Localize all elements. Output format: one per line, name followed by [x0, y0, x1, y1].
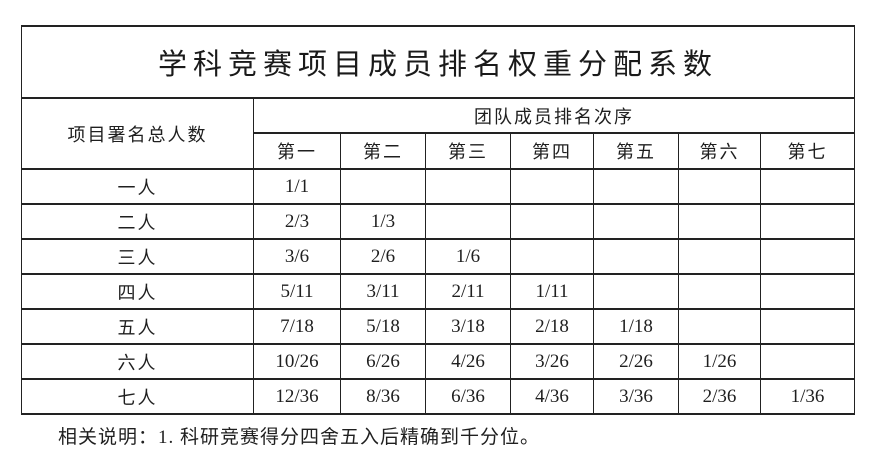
weight-cell [593, 168, 679, 205]
weight-cell: 3/11 [340, 273, 426, 310]
table-row: 七人 12/36 8/36 6/36 4/36 3/36 2/36 1/36 [21, 378, 856, 415]
weight-cell: 3/26 [510, 343, 594, 380]
weight-cell: 3/6 [253, 238, 341, 275]
weight-cell [593, 238, 679, 275]
table-title-row: 学科竞赛项目成员排名权重分配系数 [20, 25, 856, 99]
weight-cell: 2/11 [425, 273, 511, 310]
table-row: 五人 7/18 5/18 3/18 2/18 1/18 [21, 308, 856, 345]
row-label: 七人 [21, 378, 254, 415]
row-label: 五人 [21, 308, 254, 345]
weight-cell [593, 203, 679, 240]
table-row: 四人 5/11 3/11 2/11 1/11 [21, 273, 856, 310]
row-label: 四人 [21, 273, 254, 310]
weight-cell: 1/6 [425, 238, 511, 275]
weight-cell [759, 308, 856, 345]
header-group-row: 项目署名总人数 团队成员排名次序 [21, 97, 856, 170]
weight-cell: 2/6 [340, 238, 426, 275]
weight-cell [510, 203, 594, 240]
weight-cell: 1/11 [510, 273, 594, 310]
weight-cell: 5/18 [340, 308, 426, 345]
weight-cell: 5/11 [253, 273, 341, 310]
weight-cell [340, 168, 426, 205]
weight-cell [759, 273, 856, 310]
row-label: 六人 [21, 343, 254, 380]
weight-cell: 1/36 [759, 378, 856, 415]
weight-cell: 2/36 [678, 378, 761, 415]
rank-header-5: 第五 [593, 132, 679, 170]
weight-cell: 2/18 [510, 308, 594, 345]
weight-cell [759, 203, 856, 240]
weight-cell: 1/26 [678, 343, 761, 380]
weight-cell [510, 168, 594, 205]
weight-cell: 1/3 [340, 203, 426, 240]
weight-cell: 12/36 [253, 378, 341, 415]
weight-cell: 8/36 [340, 378, 426, 415]
weight-cell: 3/18 [425, 308, 511, 345]
footnote: 相关说明：1. 科研竞赛得分四舍五入后精确到千分位。 [58, 427, 541, 448]
header-rank-row: 第一 第二 第三 第四 第五 第六 第七 [22, 132, 856, 170]
weight-cell: 7/18 [253, 308, 341, 345]
weight-cell: 6/26 [340, 343, 426, 380]
weight-cell [593, 273, 679, 310]
rank-header-3: 第三 [425, 132, 511, 170]
weight-cell [425, 168, 511, 205]
weight-cell [678, 168, 761, 205]
weight-cell [510, 238, 594, 275]
column-header-total-members: 项目署名总人数 [21, 97, 254, 170]
rank-header-7: 第七 [759, 132, 856, 170]
table-row: 六人 10/26 6/26 4/26 3/26 2/26 1/26 [21, 343, 856, 380]
row-label: 二人 [21, 203, 254, 240]
weight-cell: 1/1 [253, 168, 341, 205]
weight-cell [678, 273, 761, 310]
rank-header-2: 第二 [340, 132, 426, 170]
rank-header-6: 第六 [678, 132, 761, 170]
weight-cell: 2/26 [593, 343, 679, 380]
table-row: 一人 1/1 [21, 168, 856, 205]
rank-header-4: 第四 [510, 132, 594, 170]
rank-header-1: 第一 [253, 132, 341, 170]
row-label: 一人 [21, 168, 254, 205]
weight-cell [759, 343, 856, 380]
weight-cell [759, 168, 856, 205]
table-row: 二人 2/3 1/3 [21, 203, 856, 240]
weight-cell [678, 308, 761, 345]
weight-cell [759, 238, 856, 275]
weight-cell: 4/36 [510, 378, 594, 415]
table-row: 三人 3/6 2/6 1/6 [21, 238, 856, 275]
weight-cell: 2/3 [253, 203, 341, 240]
weight-cell [678, 238, 761, 275]
weight-distribution-table: 学科竞赛项目成员排名权重分配系数 项目署名总人数 团队成员排名次序 第一 第二 … [20, 25, 856, 415]
weight-cell [678, 203, 761, 240]
table-title: 学科竞赛项目成员排名权重分配系数 [20, 25, 856, 99]
row-label: 三人 [21, 238, 254, 275]
weight-cell: 10/26 [253, 343, 341, 380]
weight-cell [425, 203, 511, 240]
column-header-rank-order: 团队成员排名次序 [252, 97, 856, 134]
weight-cell: 3/36 [593, 378, 679, 415]
weight-cell: 1/18 [593, 308, 679, 345]
weight-cell: 4/26 [425, 343, 511, 380]
weight-cell: 6/36 [425, 378, 511, 415]
